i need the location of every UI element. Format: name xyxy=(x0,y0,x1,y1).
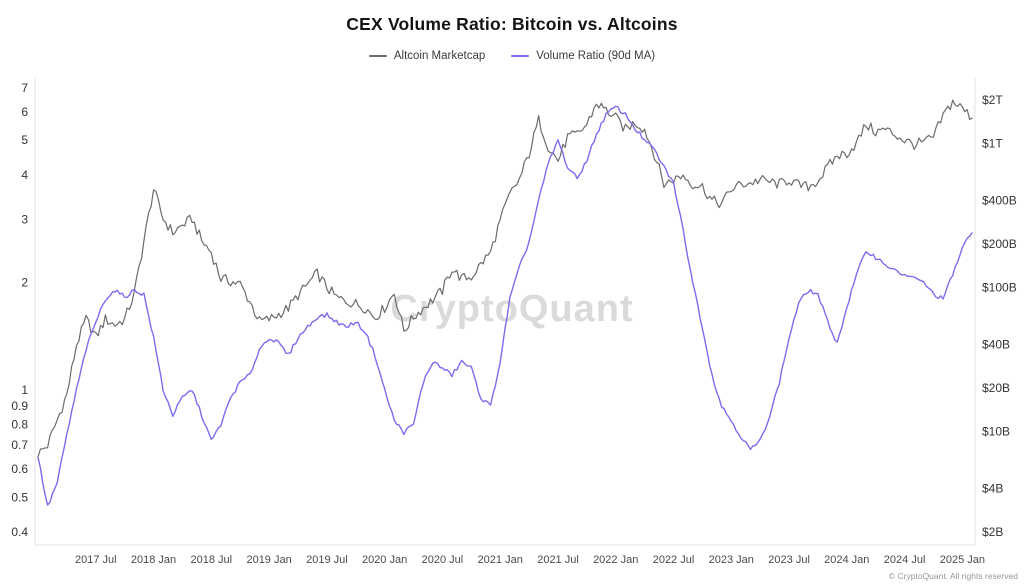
x-axis-tick-label: 2020 Jan xyxy=(362,554,407,566)
x-axis-tick-label: 2021 Jan xyxy=(478,554,523,566)
x-axis-tick-label: 2018 Jan xyxy=(131,554,176,566)
left-axis-tick-label: 0.4 xyxy=(11,525,28,539)
left-axis-tick-label: 0.6 xyxy=(11,462,28,476)
x-axis-tick-label: 2022 Jul xyxy=(653,554,695,566)
legend-line-swatch-gray xyxy=(368,55,387,57)
right-axis-tick-label: $2B xyxy=(982,525,1003,539)
x-axis-tick-label: 2023 Jul xyxy=(768,554,810,566)
legend-item-altcoin-marketcap[interactable]: Altcoin Marketcap xyxy=(368,50,486,62)
legend-label: Altcoin Marketcap xyxy=(393,50,486,62)
left-axis-tick-label: 0.9 xyxy=(11,399,28,413)
right-axis-tick-label: $100B xyxy=(982,280,1017,294)
series-line-volume-ratio[interactable] xyxy=(37,105,973,506)
x-axis-tick-label: 2019 Jan xyxy=(246,554,291,566)
left-axis-tick-label: 6 xyxy=(21,105,28,119)
chart-title: CEX Volume Ratio: Bitcoin vs. Altcoins xyxy=(346,14,678,34)
legend-item-volume-ratio[interactable]: Volume Ratio (90d MA) xyxy=(511,50,655,62)
x-axis-tick-label: 2024 Jan xyxy=(824,554,869,566)
x-axis-tick-label: 2018 Jul xyxy=(191,554,233,566)
right-axis-tick-label: $400B xyxy=(982,194,1017,208)
right-axis-tick-label: $20B xyxy=(982,381,1010,395)
right-axis-tick-label: $10B xyxy=(982,424,1010,438)
chart-legend: Altcoin Marketcap Volume Ratio (90d MA) xyxy=(0,50,1024,62)
x-axis-tick-label: 2022 Jan xyxy=(593,554,638,566)
left-axis-tick-label: 4 xyxy=(21,168,28,182)
cryptoquant-watermark: CryptoQuant xyxy=(390,288,634,330)
right-axis-tick-label: $4B xyxy=(982,482,1003,496)
left-axis-tick-label: 0.7 xyxy=(11,438,28,452)
right-axis-tick-label: $1T xyxy=(982,136,1003,150)
left-axis-tick-label: 7 xyxy=(21,81,28,95)
x-axis-tick-label: 2020 Jul xyxy=(422,554,464,566)
left-axis-tick-label: 0.5 xyxy=(11,490,28,504)
x-axis-tick-label: 2024 Jul xyxy=(884,554,926,566)
right-axis-tick-label: $200B xyxy=(982,237,1017,251)
x-axis-tick-label: 2023 Jan xyxy=(709,554,754,566)
left-axis-tick-label: 2 xyxy=(21,275,28,289)
left-axis-tick-label: 1 xyxy=(21,383,28,397)
series-line-altcoin-marketcap[interactable] xyxy=(37,99,973,458)
x-axis-tick-label: 2025 Jan xyxy=(940,554,985,566)
copyright-notice: © CryptoQuant. All rights reserved xyxy=(888,571,1018,581)
legend-line-swatch-purple xyxy=(511,55,530,57)
x-axis-tick-label: 2017 Jul xyxy=(75,554,117,566)
left-axis-tick-label: 0.8 xyxy=(11,418,28,432)
left-axis-tick-label: 5 xyxy=(21,133,28,147)
right-axis-tick-label: $2T xyxy=(982,93,1003,107)
right-axis-tick-label: $40B xyxy=(982,338,1010,352)
legend-label: Volume Ratio (90d MA) xyxy=(536,50,656,62)
x-axis-tick-label: 2019 Jul xyxy=(306,554,348,566)
x-axis-tick-label: 2021 Jul xyxy=(537,554,579,566)
left-axis-tick-label: 3 xyxy=(21,212,28,226)
